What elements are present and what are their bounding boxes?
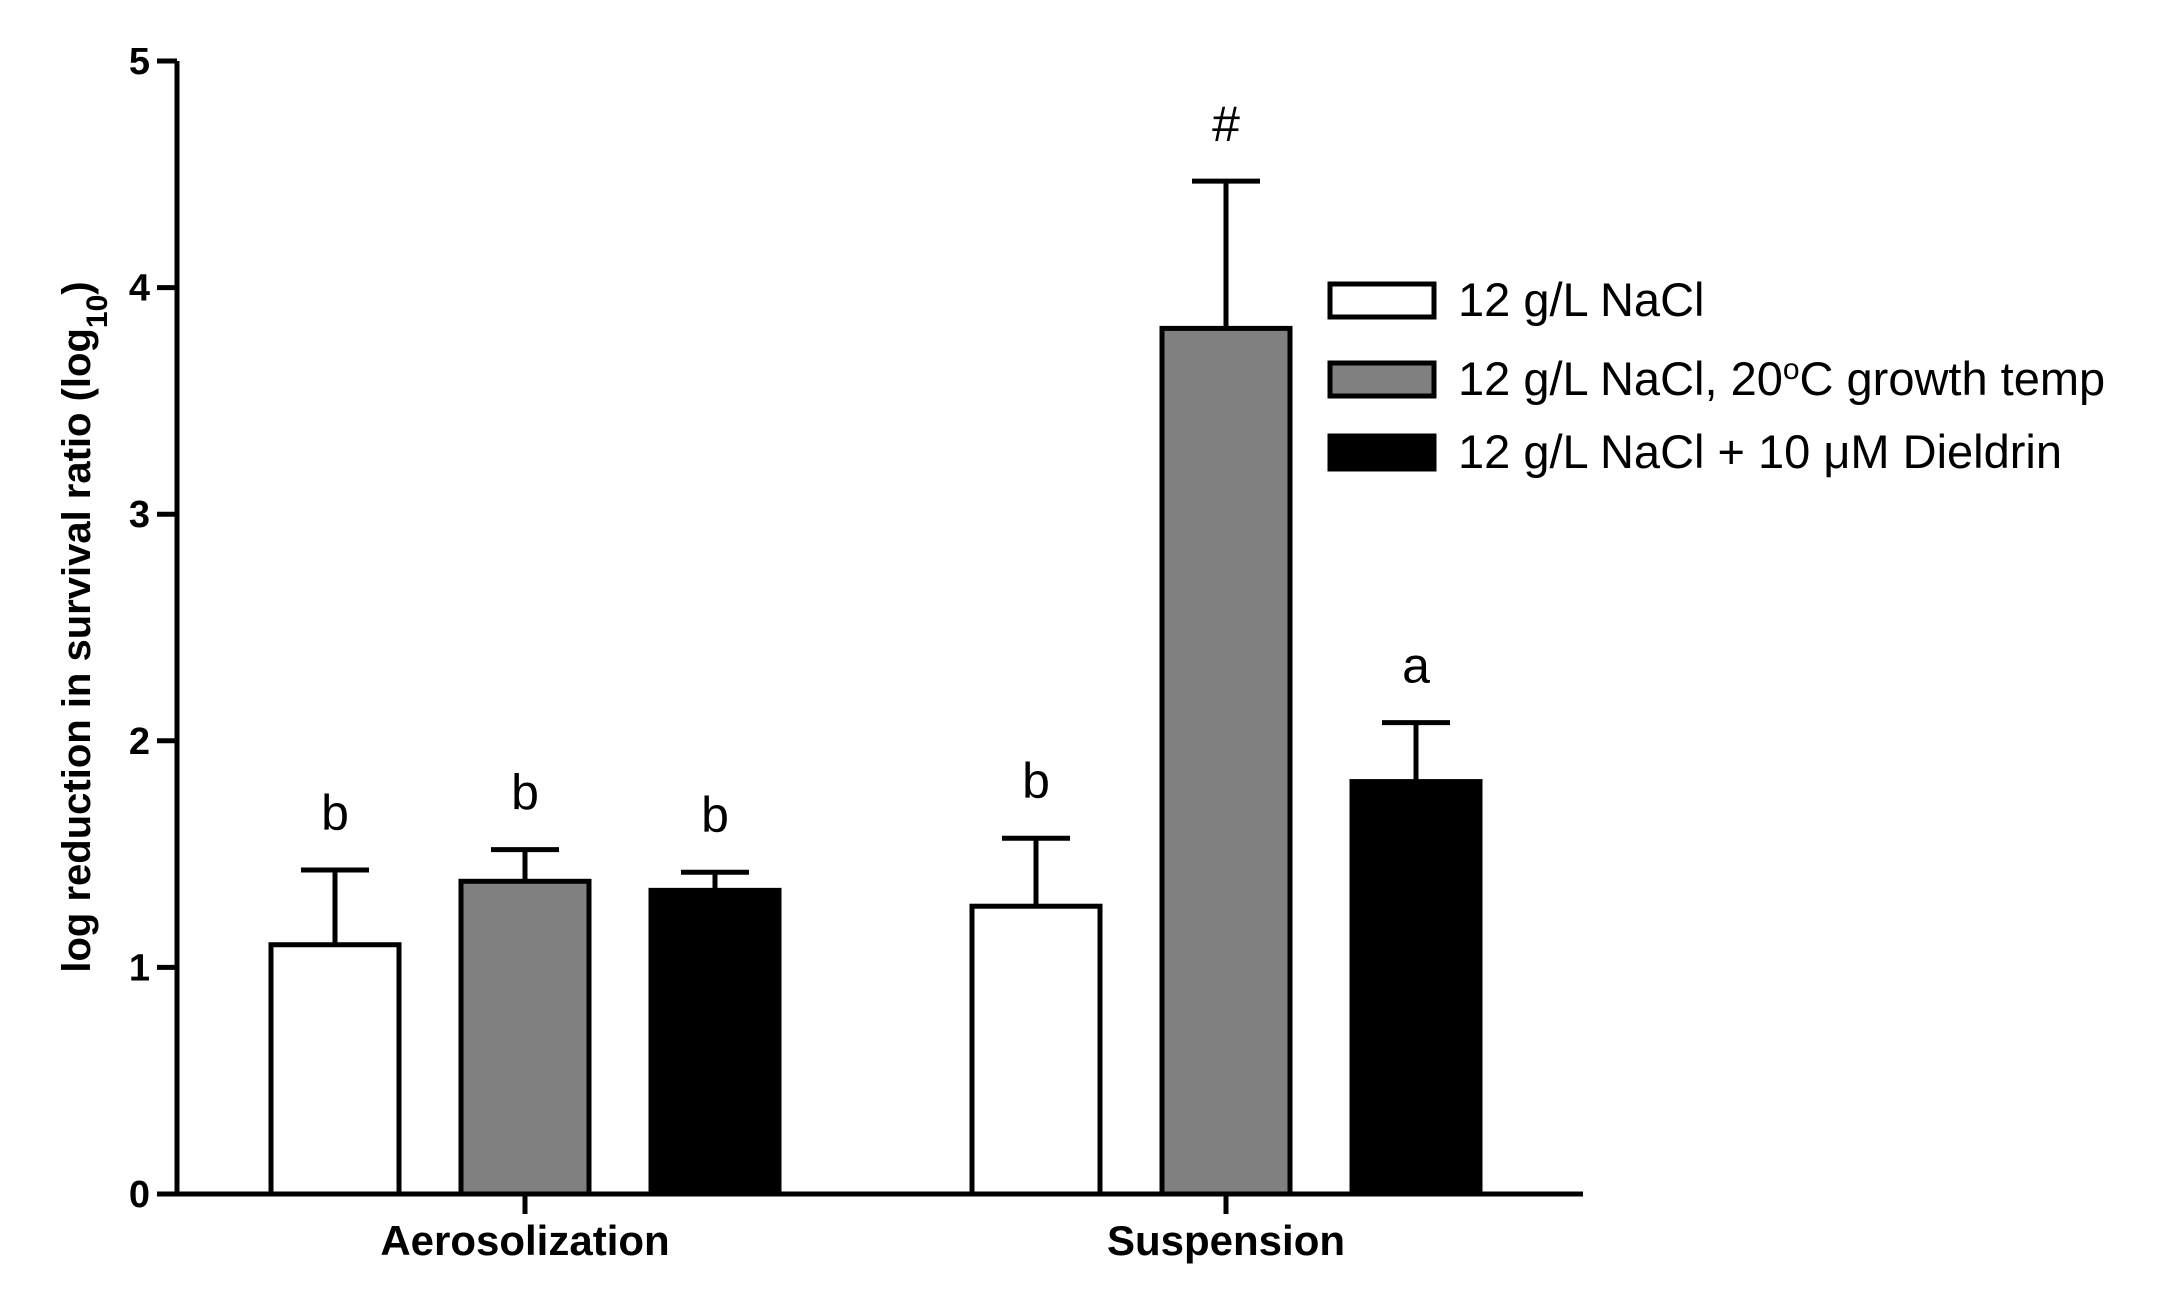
legend: 12 g/L NaCl 12 g/L NaCl, 20oC growth temp… [1327, 273, 2105, 478]
bars: b b b b # a [268, 96, 1483, 1197]
bar [458, 878, 592, 1197]
significance-label: b [1022, 753, 1050, 809]
legend-swatch [1327, 360, 1437, 399]
bar [648, 887, 782, 1197]
legend-label: 12 g/L NaCl, 20oC growth temp [1458, 352, 2105, 405]
y-axis-title-sub: 10 [81, 295, 114, 328]
significance-label: a [1402, 638, 1430, 694]
y-tick-label: 5 [129, 41, 150, 83]
legend-label: 12 g/L NaCl + 10 μM Dieldrin [1458, 425, 2062, 478]
y-ticks: 0 1 2 3 4 5 [129, 41, 177, 1216]
x-category-label: Suspension [1107, 1217, 1345, 1264]
bar [969, 903, 1103, 1197]
y-tick-label: 4 [129, 268, 150, 310]
y-axis-title-close: ) [55, 281, 99, 294]
bar [1159, 325, 1293, 1197]
bar [1349, 779, 1483, 1197]
legend-label: 12 g/L NaCl [1458, 273, 1704, 326]
x-category-label: Aerosolization [380, 1217, 669, 1264]
legend-swatch [1327, 281, 1437, 320]
significance-label: b [321, 785, 349, 841]
legend-swatch [1327, 433, 1437, 472]
y-tick-label: 3 [129, 494, 150, 536]
x-axis: Aerosolization Suspension [175, 1191, 1583, 1264]
significance-label: b [511, 765, 539, 821]
y-tick-label: 2 [129, 721, 150, 763]
bar [268, 942, 402, 1197]
y-axis-title-main: log reduction in survival ratio (log [55, 328, 99, 973]
y-axis-title: log reduction in survival ratio (log10) [55, 281, 114, 972]
significance-label: b [701, 787, 729, 843]
significance-label: # [1212, 96, 1240, 152]
y-tick-label: 1 [129, 947, 150, 989]
y-axis: 0 1 2 3 4 5 [129, 41, 180, 1216]
y-tick-label: 0 [129, 1174, 150, 1216]
x-ticks: Aerosolization Suspension [380, 1194, 1345, 1264]
